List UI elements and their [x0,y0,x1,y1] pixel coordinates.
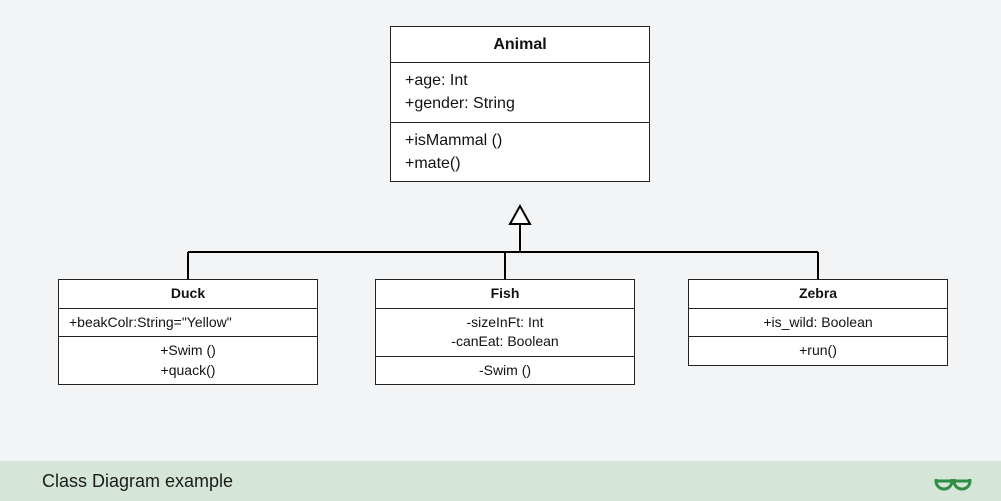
class-title: Fish [376,280,634,308]
class-attributes: +age: Int +gender: String [391,62,649,121]
method-line: +run() [699,341,937,361]
class-methods: -Swim () [376,356,634,385]
class-attributes: -sizeInFt: Int -canEat: Boolean [376,308,634,356]
method-line: -Swim () [386,361,624,381]
caption-bar: Class Diagram example [0,461,1001,501]
class-title: Duck [59,280,317,308]
method-line: +mate() [405,152,635,175]
attribute-line: +gender: String [405,92,635,115]
class-attributes: +is_wild: Boolean [689,308,947,337]
attribute-line: -sizeInFt: Int [386,313,624,333]
class-title: Animal [391,27,649,62]
method-line: +isMammal () [405,129,635,152]
class-box-duck: Duck +beakColr:String="Yellow" +Swim () … [58,279,318,385]
class-attributes: +beakColr:String="Yellow" [59,308,317,337]
class-methods: +Swim () +quack() [59,336,317,384]
attribute-line: +is_wild: Boolean [699,313,937,333]
attribute-line: -canEat: Boolean [386,332,624,352]
method-line: +Swim () [69,341,307,361]
class-methods: +isMammal () +mate() [391,122,649,181]
class-title: Zebra [689,280,947,308]
class-methods: +run() [689,336,947,365]
method-line: +quack() [69,361,307,381]
diagram-canvas: Animal +age: Int +gender: String +isMamm… [0,0,1001,461]
geeksforgeeks-logo-icon [933,470,973,492]
attribute-line: +age: Int [405,69,635,92]
caption-text: Class Diagram example [42,471,233,492]
class-box-zebra: Zebra +is_wild: Boolean +run() [688,279,948,366]
attribute-line: +beakColr:String="Yellow" [69,313,307,333]
class-box-fish: Fish -sizeInFt: Int -canEat: Boolean -Sw… [375,279,635,385]
class-box-animal: Animal +age: Int +gender: String +isMamm… [390,26,650,182]
